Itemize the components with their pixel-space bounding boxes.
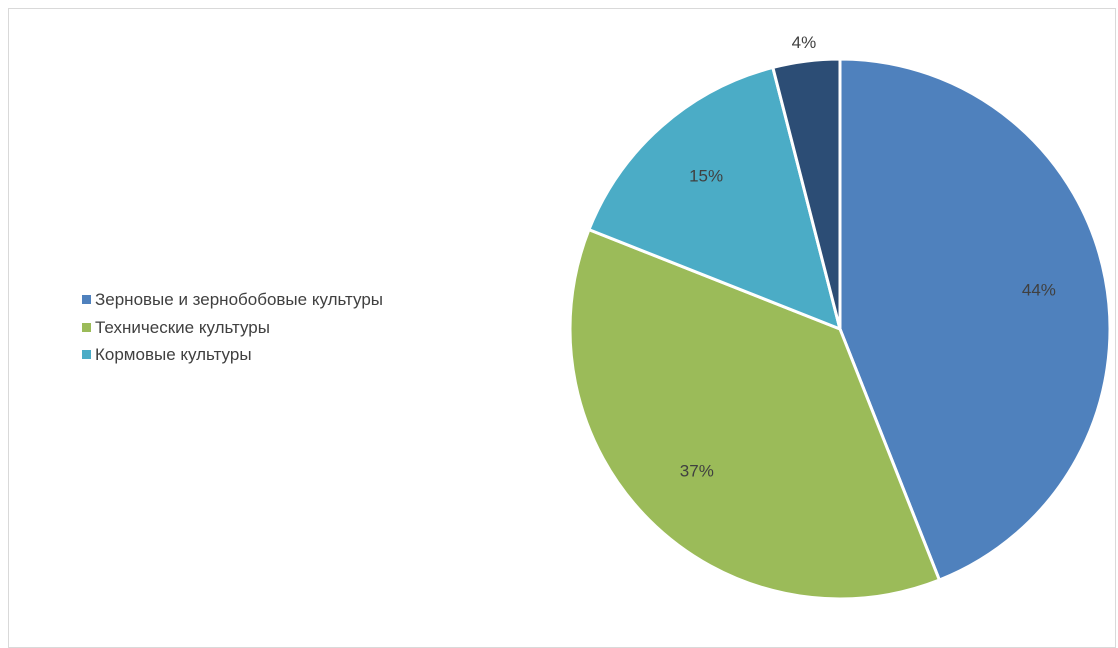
legend-label-grain: Зерновые и зернобобовые культуры	[95, 290, 383, 309]
legend-item-grain: Зерновые и зернобобовые культуры	[82, 286, 383, 314]
legend-swatch-fodder	[82, 350, 91, 360]
pie-slice-technical	[568, 228, 941, 601]
pie-slice-other	[771, 57, 842, 331]
slice-label-other: 4%	[792, 33, 817, 52]
pie-slice-grain	[838, 57, 1112, 582]
legend-item-technical: Технические культуры	[82, 314, 383, 342]
legend-swatch-technical	[82, 322, 91, 332]
slice-label-grain: 44%	[1022, 281, 1056, 300]
legend-label-fodder: Кормовые культуры	[95, 345, 252, 364]
legend-swatch-grain	[82, 295, 91, 305]
legend-label-technical: Технические культуры	[95, 317, 270, 337]
slice-label-technical: 37%	[680, 462, 714, 481]
legend-item-fodder: Кормовые культуры	[82, 341, 383, 369]
slice-label-fodder: 15%	[689, 167, 723, 186]
pie-slice-fodder	[587, 65, 842, 331]
chart-legend: Зерновые и зернобобовые культуры Техниче…	[82, 286, 383, 369]
